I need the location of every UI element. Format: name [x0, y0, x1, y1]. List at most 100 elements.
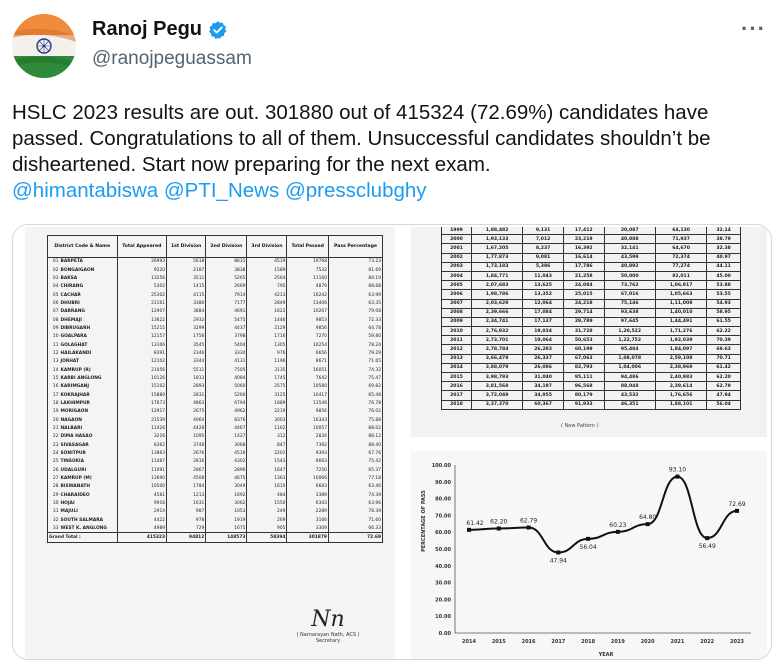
table-cell: 1647: [246, 466, 288, 475]
table-cell: 2896: [205, 466, 248, 475]
table-cell: 78.24: [327, 340, 384, 350]
table-cell: 66.33: [327, 524, 384, 533]
table-cell: 11: [47, 340, 60, 350]
table-cell: UDALGURI: [59, 466, 118, 475]
table-cell: 1622: [246, 307, 288, 316]
table-cell: 1,93,133: [470, 234, 524, 245]
table-cell: SOUTH SALMARA: [59, 516, 118, 525]
pass-percentage-chart-image[interactable]: 0.00 10.00 20.00 30.00 40.00 50.00 60.00 70.00 8…: [411, 451, 767, 659]
table-cell: 1999: [441, 227, 472, 236]
table-cell: 1,84,771: [470, 270, 524, 282]
table-cell: 1095: [166, 432, 207, 442]
table-cell: 82,011: [654, 270, 708, 282]
table-cell: 4863: [166, 399, 207, 408]
y-tick-label: 30.00: [435, 581, 451, 587]
table-cell: 79.08: [327, 307, 384, 316]
table-cell: 15215: [116, 324, 168, 333]
table-cell: 1053: [205, 507, 248, 517]
table-cell: 4084: [205, 374, 248, 383]
table-cell: 4422: [116, 516, 168, 525]
table-cell: 3344: [166, 357, 207, 366]
table-cell: 13,352: [522, 289, 564, 300]
table-cell: 73.23: [327, 257, 384, 266]
table-cell: 76.78: [327, 399, 384, 408]
table-cell: 13256: [116, 274, 168, 283]
mention-link[interactable]: @himantabiswa: [12, 179, 159, 202]
table-cell: 2893: [166, 382, 207, 391]
more-options-icon[interactable]: ···: [741, 16, 766, 41]
y-tick-label: 70.00: [435, 513, 451, 519]
table-cell: 96,568: [562, 381, 605, 392]
table-cell: 20,087: [603, 227, 656, 236]
table-cell: 4213: [246, 290, 288, 300]
table-cell: 13863: [116, 449, 168, 458]
table-cell: 2187: [166, 265, 207, 275]
table-cell: 77,274: [654, 261, 708, 272]
table-row: 22 DIMA HASAO 3216 1095 1427 312 2834 88.12: [47, 432, 384, 442]
table-cell: 1,04,006: [603, 362, 656, 374]
table-cell: 10126: [116, 374, 168, 383]
tweet-header: Ranoj Pegu @ranojpeguassam ···: [12, 12, 772, 78]
data-point: [526, 525, 531, 530]
mention-link[interactable]: @pressclubghy: [284, 179, 427, 202]
data-point: [705, 536, 710, 541]
table-cell: 08: [47, 315, 60, 325]
x-tick-label: 2015: [492, 639, 506, 645]
table-row: 28 BISWANATH 10500 1784 3049 1610 6683 63.46: [47, 482, 384, 492]
table-row: 07 DARRANG 12907 3884 4691 1622 10207 79.08: [47, 307, 384, 316]
table-row: 27 KAMRUP (M) 13690 4508 4675 1363 10066 77.18: [47, 474, 384, 483]
table-cell: 5302: [116, 282, 168, 291]
table-cell: 7532: [286, 265, 329, 275]
table-cell: 29: [47, 491, 60, 500]
table-cell: KAMRUP (M): [59, 474, 118, 483]
table-cell: 10500: [116, 482, 168, 492]
mention-link[interactable]: @PTI_News: [163, 179, 280, 202]
table-cell: KARBI ANGLONG: [59, 374, 118, 383]
table-cell: 14: [47, 365, 60, 375]
author-name[interactable]: Ranoj Pegu: [92, 18, 203, 40]
india-flag-avatar[interactable]: [12, 14, 76, 78]
table-cell: 148573: [205, 532, 248, 544]
table-cell: 4691: [205, 307, 248, 316]
table-cell: 24,218: [562, 298, 605, 309]
table-cell: 2564: [246, 274, 288, 283]
data-label: 56.49: [699, 543, 716, 550]
table-cell: 73,762: [603, 280, 656, 291]
table-total-row: Grand Total :415323 94812 148573 58394 30187…: [47, 532, 384, 544]
table-cell: 10580: [286, 382, 329, 391]
table-row: 21 NALBARI 11426 4428 4467 1162 10057 88.02: [47, 424, 384, 433]
table-cell: NAGAON: [59, 416, 118, 425]
table-cell: 8671: [286, 357, 329, 366]
author-handle[interactable]: @ranojpeguassam: [92, 48, 252, 69]
table-cell: 1,73,183: [470, 261, 524, 272]
table-row: 2002 1,77,873 9,081 16,614 43,599 72,374 40.97: [441, 252, 741, 263]
table-cell: 4519: [246, 257, 288, 266]
table-cell: HOJAI: [59, 499, 118, 508]
x-tick-label: 2023: [730, 639, 744, 645]
table-cell: 60,199: [562, 344, 605, 355]
table-cell: 03: [47, 274, 60, 283]
table-cell: 40.97: [706, 252, 741, 263]
x-tick-label: 2021: [670, 639, 684, 645]
table-cell: 12: [47, 349, 60, 358]
table-cell: 13106: [116, 340, 168, 350]
table-cell: 4581: [116, 491, 168, 500]
x-tick-label: 2017: [551, 639, 565, 645]
table-cell: 65.37: [327, 466, 384, 475]
district-results-image[interactable]: District Code & Name Total Appeared 1st …: [25, 227, 395, 659]
table-cell: 16242: [286, 290, 329, 300]
table-cell: 77.18: [327, 474, 384, 483]
table-cell: 2,59,108: [654, 353, 708, 364]
table-cell: 30: [47, 499, 60, 508]
table-row: 2004 1,84,771 11,043 21,258 50,000 82,011 45.0…: [441, 270, 741, 282]
table-cell: 15: [47, 374, 60, 383]
table-cell: 1889: [246, 399, 288, 408]
table-cell: 3380: [166, 299, 207, 308]
table-cell: 38.79: [706, 234, 741, 245]
table-cell: 62.22: [706, 326, 741, 337]
yearwise-results-image[interactable]: 1999 1,88,482 9,131 17,412 20,087 64,130 32.14…: [411, 227, 767, 437]
table-cell: 11,043: [522, 270, 564, 282]
table-row: 18 LAKHIMPUR 17673 4863 6794 1889 13546 76.78: [47, 399, 384, 408]
table-cell: 31,728: [562, 326, 605, 337]
table-cell: 82,793: [562, 362, 605, 374]
